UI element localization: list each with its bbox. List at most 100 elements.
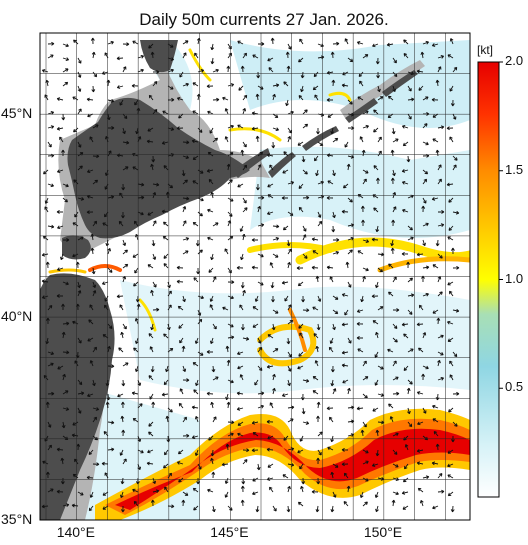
current-arrow <box>120 491 124 499</box>
current-arrow <box>242 289 246 297</box>
current-arrow <box>407 421 413 428</box>
current-arrow <box>237 124 244 129</box>
current-arrow <box>77 197 85 201</box>
current-arrow <box>375 449 380 457</box>
current-arrow <box>77 379 83 386</box>
current-arrow <box>422 178 428 185</box>
current-arrow <box>375 225 380 233</box>
current-arrow <box>73 179 79 185</box>
current-arrow <box>297 501 304 507</box>
current-arrow <box>421 205 426 213</box>
current-arrow <box>101 461 109 466</box>
current-arrow <box>239 304 244 311</box>
current-arrow <box>332 388 337 395</box>
current-arrow <box>272 127 279 132</box>
current-arrow <box>89 491 94 498</box>
current-arrow <box>422 407 427 414</box>
current-arrow <box>44 94 49 101</box>
current-arrow <box>299 463 304 470</box>
current-arrow <box>341 209 349 214</box>
current-arrow <box>315 169 319 177</box>
current-arrow <box>272 83 280 88</box>
current-arrow <box>62 281 69 286</box>
current-arrow <box>435 149 440 157</box>
current-arrow <box>62 183 69 188</box>
current-arrow <box>272 253 279 258</box>
current-arrow <box>88 505 94 512</box>
current-arrow <box>403 365 409 371</box>
current-arrow <box>346 163 351 171</box>
current-arrow <box>377 420 385 425</box>
current-arrow <box>266 419 274 424</box>
current-arrow <box>179 388 184 395</box>
current-arrow <box>257 85 264 90</box>
current-arrow <box>47 351 55 356</box>
current-arrow <box>193 389 199 395</box>
current-arrow <box>286 65 291 73</box>
current-arrow <box>182 40 189 45</box>
current-arrow <box>45 261 50 269</box>
current-arrow <box>47 421 52 428</box>
current-arrow <box>252 431 259 437</box>
current-arrow <box>46 317 50 325</box>
current-arrow <box>152 477 157 485</box>
current-arrow <box>60 477 65 485</box>
current-arrow <box>437 164 442 171</box>
current-arrow <box>269 262 274 269</box>
current-arrow <box>347 197 353 203</box>
current-arrow <box>437 291 443 297</box>
current-arrow <box>167 472 172 479</box>
current-arrow <box>302 421 310 425</box>
current-arrow <box>407 97 415 102</box>
current-arrow <box>77 281 81 289</box>
current-arrow <box>362 124 369 129</box>
current-arrow <box>242 336 250 341</box>
current-arrow <box>209 337 214 345</box>
current-arrow <box>116 85 124 89</box>
current-arrow <box>147 264 154 269</box>
current-arrow <box>452 421 458 427</box>
current-arrow <box>437 209 445 214</box>
current-arrow <box>387 348 394 353</box>
current-arrow <box>416 252 424 257</box>
current-arrow <box>435 443 440 451</box>
current-arrow <box>283 81 289 87</box>
current-arrow <box>269 164 274 171</box>
current-arrow <box>447 320 454 325</box>
current-arrow <box>191 435 199 439</box>
current-arrow <box>182 206 187 213</box>
current-arrow <box>286 337 291 345</box>
lat-label-45: 45°N <box>1 105 33 122</box>
current-arrow <box>392 449 398 455</box>
current-arrow <box>182 491 189 496</box>
current-arrow <box>92 220 98 227</box>
lon-label-140: 140°E <box>56 524 95 540</box>
current-arrow <box>301 155 306 163</box>
current-arrow <box>452 66 458 73</box>
current-arrow <box>387 95 394 101</box>
current-arrow <box>452 308 460 313</box>
current-arrow <box>437 359 441 367</box>
current-arrow <box>392 276 397 283</box>
current-arrow <box>317 449 322 456</box>
current-arrow <box>107 323 113 329</box>
current-arrow <box>272 237 280 241</box>
current-arrow <box>41 69 49 73</box>
current-arrow <box>362 376 369 381</box>
current-arrow <box>407 85 412 92</box>
current-arrow <box>330 471 335 479</box>
current-arrow <box>314 94 319 101</box>
current-arrow <box>122 323 127 330</box>
current-arrow <box>137 195 145 200</box>
current-arrow <box>407 236 414 241</box>
current-arrow <box>376 177 380 185</box>
current-arrow <box>72 473 79 479</box>
current-arrow <box>377 96 384 101</box>
current-arrow <box>362 54 369 59</box>
current-arrow <box>251 265 259 270</box>
current-arrow <box>56 294 64 298</box>
current-arrow <box>270 37 275 45</box>
current-arrow <box>77 165 83 171</box>
current-arrow <box>77 407 82 414</box>
current-arrow <box>392 432 399 437</box>
